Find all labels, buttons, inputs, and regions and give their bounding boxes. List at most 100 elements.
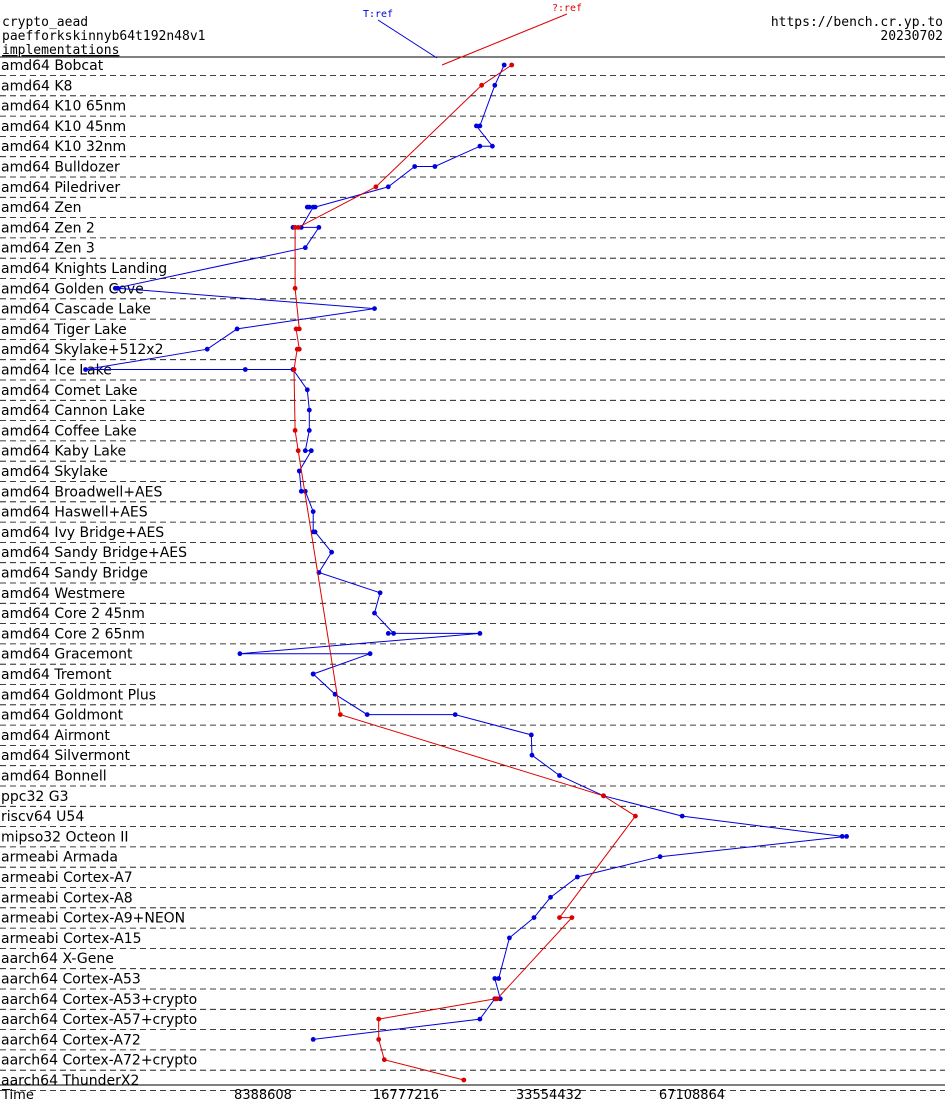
- row-label: amd64 Cannon Lake: [1, 403, 145, 419]
- row-label: amd64 Tremont: [1, 667, 112, 683]
- row-label: amd64 Haswell+AES: [1, 505, 148, 521]
- primitive-name: crypto_aead: [2, 15, 88, 30]
- site-url[interactable]: https://bench.cr.yp.to: [771, 15, 943, 30]
- chart-header: crypto_aead paefforkskinnyb64t192n48v1 i…: [0, 15, 945, 58]
- data-point: [234, 326, 240, 332]
- data-point: [292, 225, 298, 230]
- data-point: [381, 1057, 387, 1063]
- row-label: amd64 Knights Landing: [1, 261, 167, 277]
- row-label: aarch64 ThunderX2: [1, 1073, 139, 1089]
- row-label: amd64 Golden Cove: [1, 281, 144, 297]
- section-link[interactable]: implementations: [2, 43, 119, 58]
- row-label: amd64 Sandy Bridge: [1, 566, 148, 582]
- data-point: [509, 62, 515, 68]
- row-label: amd64 Zen 3: [1, 241, 95, 257]
- data-point: [385, 631, 391, 636]
- data-point: [492, 976, 498, 981]
- data-point: [306, 428, 312, 433]
- series-line: [85, 64, 847, 1040]
- data-point: [298, 488, 304, 494]
- algorithm-name: paefforkskinnyb64t192n48v1: [2, 29, 206, 44]
- row-label: amd64 Core 2 45nm: [1, 606, 145, 622]
- row-label: amd64 Silvermont: [1, 748, 131, 764]
- row-label: amd64 Core 2 65nm: [1, 626, 145, 642]
- row-label: amd64 Piledriver: [1, 180, 120, 196]
- row-label: aarch64 Cortex-A72: [1, 1032, 141, 1048]
- data-point: [372, 610, 377, 616]
- x-tick-label: 33554432: [516, 1088, 582, 1103]
- row-label: amd64 Zen: [1, 200, 81, 216]
- data-point: [204, 346, 210, 352]
- row-label: amd64 Bobcat: [1, 58, 104, 74]
- data-point: [477, 143, 483, 149]
- data-point: [633, 813, 638, 819]
- row-label: armeabi Cortex-A8: [1, 890, 133, 906]
- series-label: ?:ref: [552, 3, 582, 14]
- data-point: [337, 712, 343, 717]
- row-label: aarch64 X-Gene: [1, 951, 114, 967]
- row-label: amd64 Bulldozer: [1, 160, 120, 176]
- row-label: amd64 K10 65nm: [1, 99, 126, 115]
- data-point: [306, 407, 312, 413]
- data-point: [377, 590, 383, 596]
- row-label: amd64 Goldmont: [1, 708, 124, 724]
- data-point: [364, 712, 370, 717]
- row-label: armeabi Armada: [1, 850, 118, 866]
- row-label: amd64 Gracemont: [1, 647, 133, 663]
- data-point: [531, 915, 537, 920]
- row-label: amd64 Skylake: [1, 464, 108, 480]
- data-point: [507, 935, 512, 941]
- row-label: amd64 Cascade Lake: [1, 302, 151, 318]
- data-point: [493, 996, 498, 1002]
- series-label-leader: [441, 13, 568, 66]
- data-point: [529, 752, 535, 758]
- data-point: [839, 834, 845, 839]
- data-point: [294, 346, 300, 352]
- row-label: amd64 K10 32nm: [1, 139, 126, 155]
- row-label: amd64 Ivy Bridge+AES: [1, 525, 164, 541]
- row-label: amd64 Westmere: [1, 586, 125, 602]
- data-point: [302, 245, 308, 251]
- x-tick-label: 67108864: [659, 1088, 725, 1103]
- data-point: [329, 549, 334, 555]
- data-point: [548, 894, 553, 900]
- data-point: [292, 285, 298, 291]
- row-label: aarch64 Cortex-A57+crypto: [1, 1012, 197, 1028]
- data-point: [575, 874, 580, 880]
- row-label: amd64 Kaby Lake: [1, 444, 126, 460]
- row-label: armeabi Cortex-A15: [1, 931, 142, 947]
- category-rows: amd64 Bobcat amd64 K8 amd64 K10 65nm amd64 …: [0, 58, 945, 1091]
- series-label: T:ref: [363, 9, 393, 20]
- series-labels: T:ref ?:ref: [363, 3, 582, 66]
- row-label: armeabi Cortex-A7: [1, 870, 133, 886]
- x-axis: Time 8388608 16777216 33554432 67108864: [0, 1084, 945, 1103]
- data-point: [310, 1037, 316, 1042]
- row-label: armeabi Cortex-A9+NEON: [1, 911, 185, 927]
- data-point: [490, 143, 495, 149]
- row-label: amd64 K10 45nm: [1, 119, 126, 135]
- data-point: [601, 793, 606, 799]
- data-point: [291, 367, 297, 372]
- row-label: amd64 Comet Lake: [1, 383, 138, 399]
- data-point: [310, 204, 316, 210]
- data-point: [304, 204, 310, 210]
- data-point: [479, 82, 484, 88]
- data-point: [312, 529, 318, 535]
- data-point: [237, 651, 243, 657]
- row-label: amd64 Sandy Bridge+AES: [1, 545, 187, 561]
- data-point: [496, 976, 502, 981]
- data-point: [296, 468, 302, 474]
- data-point: [679, 813, 685, 819]
- data-point: [501, 62, 507, 68]
- row-label: aarch64 Cortex-A53: [1, 972, 141, 988]
- row-label: amd64 K8: [1, 78, 72, 94]
- data-point: [373, 184, 379, 190]
- data-point: [477, 631, 483, 636]
- data-point: [304, 387, 310, 393]
- data-point: [115, 285, 121, 291]
- data-point: [412, 164, 418, 169]
- data-point: [477, 1016, 483, 1022]
- benchmark-date: 20230702: [880, 29, 943, 44]
- x-axis-title: Time: [1, 1088, 34, 1103]
